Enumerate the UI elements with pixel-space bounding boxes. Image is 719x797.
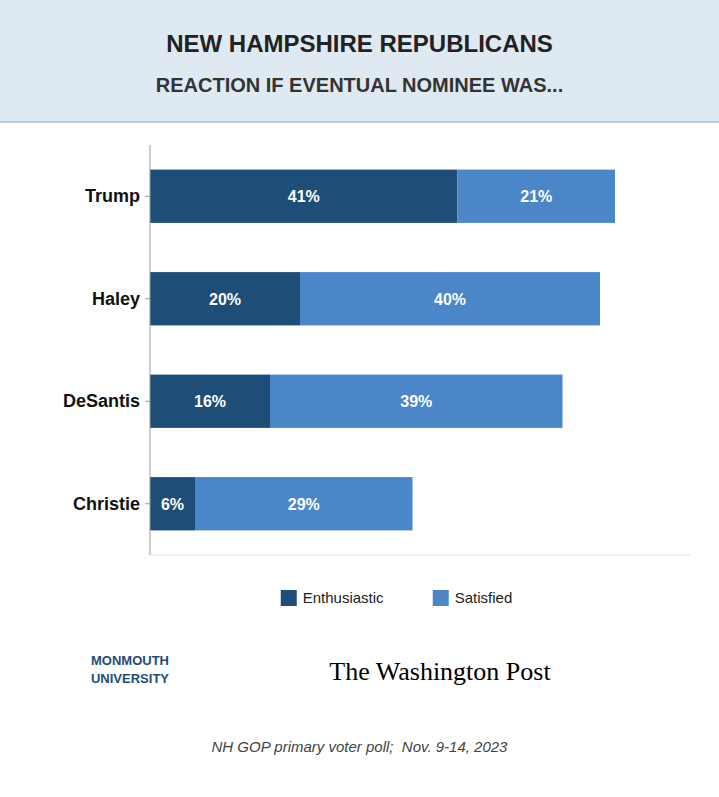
bar-segment <box>270 375 563 428</box>
bars <box>150 170 615 531</box>
y-tick <box>145 503 150 504</box>
title-band <box>0 0 719 122</box>
y-axis-line <box>150 145 151 555</box>
bar-segment <box>150 375 270 428</box>
data-labels: 41% 21% 20% 40% 16% 39% 6% 29% <box>161 188 552 513</box>
y-tick <box>145 298 150 299</box>
y-tick-label: Trump <box>85 186 140 206</box>
data-label: 20% <box>209 291 241 308</box>
publisher-text: The Washington Post <box>329 657 551 686</box>
data-label: 39% <box>400 393 432 410</box>
subtitle: REACTION IF EVENTUAL NOMINEE WAS... <box>156 74 563 96</box>
x-axis-line <box>150 555 690 556</box>
data-label: 40% <box>434 291 466 308</box>
bar-segment <box>150 170 458 223</box>
data-label: 21% <box>520 188 552 205</box>
chart: NEW HAMPSHIRE REPUBLICANS REACTION IF EVE… <box>0 0 719 797</box>
y-tick-label: Christie <box>73 494 140 514</box>
data-label: 6% <box>161 496 184 513</box>
legend-entry: Enthusiastic <box>303 589 384 606</box>
legend-entry: Satisfied <box>455 589 513 606</box>
bar-segment <box>195 477 413 530</box>
y-tick <box>145 196 150 197</box>
y-tick-label: DeSantis <box>63 391 140 411</box>
data-label: 41% <box>288 188 320 205</box>
data-label: 16% <box>194 393 226 410</box>
source-logo-text: MONMOUTHUNIVERSITY <box>91 653 169 686</box>
bar-segment <box>150 272 300 325</box>
title-divider <box>0 122 719 123</box>
title: NEW HAMPSHIRE REPUBLICANS <box>166 30 553 57</box>
y-tick-label: Haley <box>92 289 140 309</box>
bar-segment <box>300 272 600 325</box>
bar-segment <box>150 477 195 530</box>
legend-swatch <box>281 590 297 606</box>
bar-segment <box>458 170 616 223</box>
footnote: NH GOP primary voter poll; Nov. 9-14, 20… <box>212 738 509 755</box>
legend-swatch <box>433 590 449 606</box>
data-label: 29% <box>288 496 320 513</box>
legend: Enthusiastic Satisfied <box>281 589 513 606</box>
y-tick <box>145 401 150 402</box>
